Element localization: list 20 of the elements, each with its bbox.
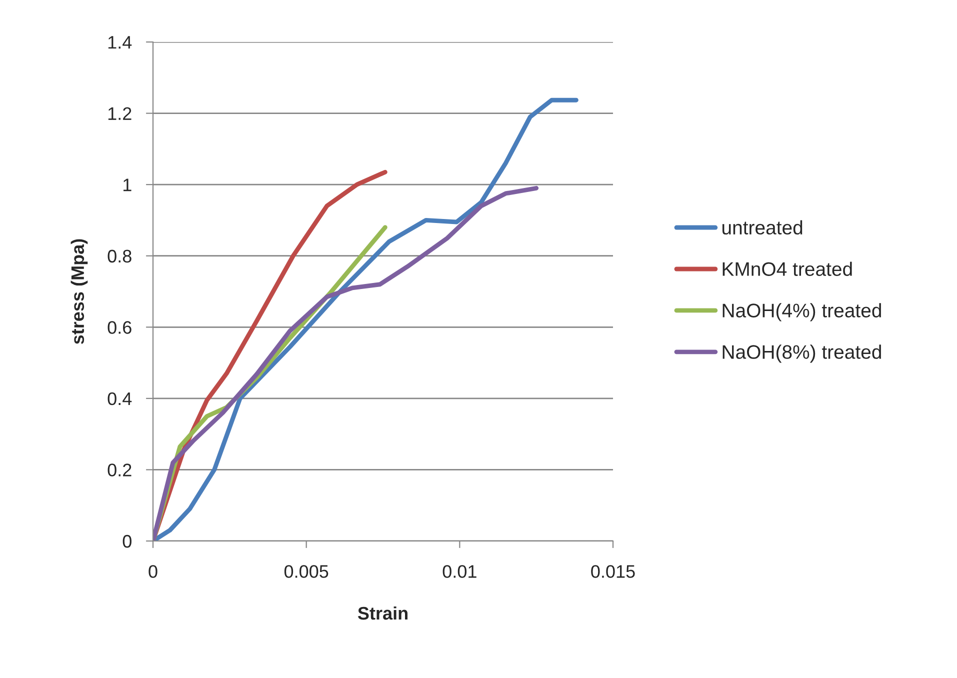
x-tick-label: 0.005 [284,565,328,578]
line-series [153,186,539,541]
x-tick-label: 0.015 [591,565,635,578]
y-tick-label: 0.8 [108,250,132,263]
x-tick-label: 0 [148,565,158,578]
y-tick-label: 0 [122,534,132,548]
y-tick-label: 1 [124,178,132,192]
y-tick-label: 1.4 [108,36,132,49]
x-axis-title: Strain [358,606,408,620]
y-tick-label: 0.2 [108,464,132,476]
y-tick-label: 0.4 [108,392,132,406]
x-tick-label: 0.01 [442,565,476,578]
line-series [153,98,578,541]
y-axis-title: stress (Mpa) [70,239,88,344]
legend-label: untreated [722,220,802,235]
legend-label: NaOH(4%) treated [722,303,881,322]
legend-label: NaOH(8%) treated [722,344,881,363]
y-tick-label: 0.6 [108,321,132,334]
legend-label: KMnO4 treated [722,262,852,276]
y-tick-label: 1.2 [108,107,132,120]
